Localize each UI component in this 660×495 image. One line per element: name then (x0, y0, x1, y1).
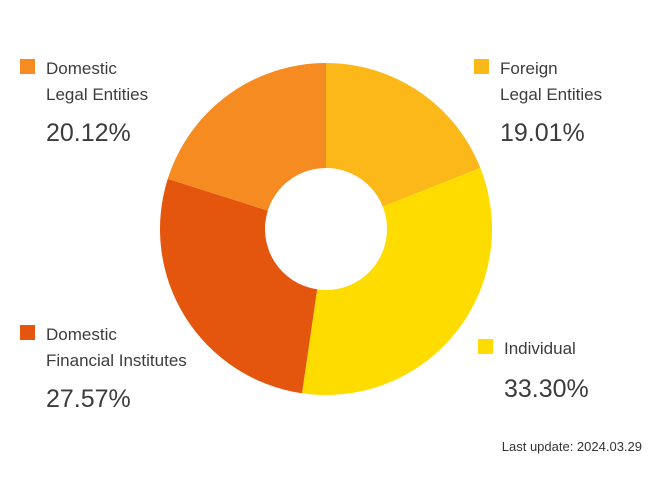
legend-individual: Individual 33.30% (478, 336, 589, 404)
pie-slice-domestic-legal (167, 63, 326, 211)
legend-swatch-individual (478, 339, 493, 354)
legend-swatch-domestic-legal-entities (20, 59, 35, 74)
legend-domestic-financial-institutes: Domestic Financial Institutes 27.57% (20, 322, 187, 414)
legend-label-domestic-financial-institutes: Domestic Financial Institutes (46, 322, 187, 374)
legend-percent-domestic-legal-entities: 20.12% (46, 119, 131, 147)
legend-percent-foreign-legal-entities: 19.01% (500, 119, 585, 147)
legend-domestic-legal-entities: Domestic Legal Entities 20.12% (20, 56, 148, 148)
legend-label-line: Individual (504, 339, 576, 358)
legend-label-line: Domestic (46, 325, 117, 344)
pie-slice-domestic-financial (160, 178, 318, 394)
legend-label-line: Financial Institutes (46, 351, 187, 370)
legend-swatch-foreign-legal-entities (474, 59, 489, 74)
last-update-text: Last update: 2024.03.29 (501, 439, 642, 454)
legend-label-foreign-legal-entities: Foreign Legal Entities (500, 56, 602, 108)
legend-label-line: Legal Entities (500, 85, 603, 104)
legend-label-line: Legal Entities (46, 85, 149, 104)
pie-slice-foreign-legal (326, 63, 481, 207)
legend-percent-domestic-financial-institutes: 27.57% (46, 385, 131, 413)
legend-label-individual: Individual (504, 336, 576, 362)
legend-label-domestic-legal-entities: Domestic Legal Entities (46, 56, 148, 108)
legend-percent-individual: 33.30% (504, 375, 589, 403)
legend-foreign-legal-entities: Foreign Legal Entities 19.01% (474, 56, 602, 148)
pie-slice-individual (301, 167, 492, 396)
legend-label-line: Foreign (500, 59, 558, 78)
legend-label-line: Domestic (46, 59, 117, 78)
legend-swatch-domestic-financial-institutes (20, 325, 35, 340)
